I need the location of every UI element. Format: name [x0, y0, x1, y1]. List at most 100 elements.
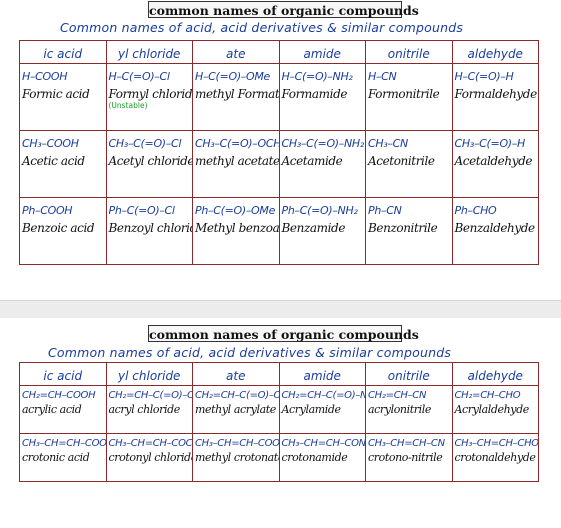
compound-formula: CH₃–CH=CH–COCl [108, 438, 193, 449]
compound-cell: CH₂=CH–C(=O)–NH₂ Acrylamide [278, 385, 366, 434]
compound-name: Formonitrile [368, 87, 440, 101]
compound-formula: H–C(=O)–NH₂ [281, 70, 353, 83]
compound-name: Formaldehyde [454, 87, 538, 101]
table-row: CH₃–COOH Acetic acid CH₃–C(=O)–Cl Acetyl ch… [19, 130, 539, 198]
compound-name: Acetaldehyde [454, 154, 533, 168]
compound-cell: CH₃–C(=O)–H Acetaldehyde [451, 130, 539, 198]
compound-name: methyl crotonate [195, 451, 279, 464]
compound-cell: CH₃–C(=O)–NH₂ Acetamide [278, 130, 366, 198]
column-header: amide [278, 40, 366, 64]
compound-name: Benzaldehyde [454, 221, 536, 235]
column-header-label: ate [226, 46, 246, 61]
column-header: ate [192, 362, 280, 386]
compound-formula: CH₂=CH–C(=O)–Cl [108, 390, 193, 401]
compound-cell: CH₂=CH–COOH acrylic acid [19, 385, 107, 434]
compound-name: Acetic acid [22, 154, 85, 168]
compound-cell: CH₂=CH–CN acrylonitrile [365, 385, 453, 434]
compound-formula: CH₂=CH–CN [368, 390, 427, 401]
column-header-label: ic acid [43, 46, 83, 61]
compound-formula: Ph–C(=O)–OMe [195, 204, 276, 217]
compound-name: methyl Formate [195, 87, 279, 101]
compound-cell: Ph–C(=O)–OMe Methyl benzoate [192, 197, 280, 265]
panel-divider [0, 300, 561, 320]
compound-name: Formyl chloride [108, 87, 193, 101]
column-header: yl chloride [105, 362, 193, 386]
column-header: ic acid [19, 40, 107, 64]
column-header-label: amide [303, 46, 341, 61]
compound-name: Methyl benzoate [195, 221, 279, 235]
compound-cell: Ph–CHO Benzaldehyde [451, 197, 539, 265]
compound-formula: H–C(=O)–OMe [195, 70, 271, 83]
compound-cell: CH₃–CH=CH–CN crotono-nitrile [365, 433, 453, 482]
column-header-label: onitrile [387, 368, 430, 383]
compound-formula: Ph–COOH [22, 204, 73, 217]
column-header-label: ate [226, 368, 246, 383]
compound-formula: CH₃–CH=CH–COOH [22, 438, 106, 449]
table-row: Ph–COOH Benzoic acid Ph–C(=O)–Cl Benzoyl ch… [19, 197, 539, 265]
compound-name: Acrylamide [281, 403, 342, 416]
compound-name: crotonic acid [22, 451, 90, 464]
bottom-panel: common names of organic compounds Common… [0, 318, 561, 528]
compound-formula: H–C(=O)–Cl [108, 70, 170, 83]
compound-table: ic acid yl chloride ate amide onitrile aldehy… [19, 40, 539, 265]
column-header-label: aldehyde [467, 46, 523, 61]
compound-cell: CH₃–CH=CH–CONH₂ crotonamide [278, 433, 366, 482]
compound-name: Benzoyl chloride [108, 221, 192, 235]
compound-name: Acetonitrile [368, 154, 435, 168]
compound-name: Benzonitrile [368, 221, 438, 235]
compound-name: methyl acetate [195, 154, 279, 168]
compound-formula: CH₃–C(=O)–H [454, 137, 526, 150]
compound-name: acrylic acid [22, 403, 82, 416]
compound-formula: H–C(=O)–H [454, 70, 514, 83]
compound-name: Formic acid [22, 87, 90, 101]
page-subtitle: Common names of acid, acid derivatives &… [48, 345, 452, 360]
compound-formula: CH₃–CH=CH–CONH₂ [281, 438, 366, 449]
compound-cell: H–CN Formonitrile [365, 63, 453, 131]
compound-name: Acetyl chloride [108, 154, 193, 168]
compound-cell: H–C(=O)–OMe methyl Formate [192, 63, 280, 131]
column-header: ate [192, 40, 280, 64]
compound-formula: Ph–C(=O)–NH₂ [281, 204, 358, 217]
compound-cell: H–C(=O)–Cl Formyl chloride (Unstable) [105, 63, 193, 131]
compound-cell: Ph–COOH Benzoic acid [19, 197, 107, 265]
compound-cell: CH₃–COOH Acetic acid [19, 130, 107, 198]
table-row: CH₃–CH=CH–COOH crotonic acid CH₃–CH=CH–COC… [19, 433, 539, 482]
compound-formula: CH₂=CH–CHO [454, 390, 521, 401]
compound-formula: H–COOH [22, 70, 68, 83]
column-header: aldehyde [451, 362, 539, 386]
compound-formula: Ph–C(=O)–Cl [108, 204, 175, 217]
compound-formula: Ph–CHO [454, 204, 497, 217]
column-header: amide [278, 362, 366, 386]
compound-cell: CH₃–CH=CH–CHO crotonaldehyde [451, 433, 539, 482]
compound-cell: H–C(=O)–NH₂ Formamide [278, 63, 366, 131]
column-header: yl chloride [105, 40, 193, 64]
compound-name: crotonamide [281, 451, 348, 464]
compound-cell: CH₃–CH=CH–COOMe methyl crotonate [192, 433, 280, 482]
compound-cell: CH₃–CH=CH–COOH crotonic acid [19, 433, 107, 482]
compound-cell: CH₂=CH–C(=O)–OMe methyl acrylate [192, 385, 280, 434]
compound-formula: CH₂=CH–C(=O)–OMe [195, 390, 278, 401]
compound-name: Benzamide [281, 221, 346, 235]
compound-name: crotono-nitrile [368, 451, 443, 464]
compound-cell: Ph–C(=O)–NH₂ Benzamide [278, 197, 366, 265]
compound-note: (Unstable) [108, 101, 148, 110]
compound-cell: H–C(=O)–H Formaldehyde [451, 63, 539, 131]
column-header-label: amide [303, 368, 341, 383]
compound-cell: H–COOH Formic acid [19, 63, 107, 131]
compound-formula: CH₃–CN [368, 137, 408, 150]
compound-formula: CH₃–CH=CH–CHO [454, 438, 539, 449]
column-header: onitrile [365, 40, 453, 64]
column-header-label: yl chloride [118, 368, 181, 383]
page-subtitle: Common names of acid, acid derivatives &… [60, 20, 464, 35]
compound-name: crotonaldehyde [454, 451, 536, 464]
compound-formula: CH₃–COOH [22, 137, 79, 150]
compound-name: methyl acrylate [195, 403, 276, 416]
compound-cell: Ph–CN Benzonitrile [365, 197, 453, 265]
table-row: H–COOH Formic acid H–C(=O)–Cl Formyl chlori… [19, 63, 539, 131]
compound-formula: CH₃–C(=O)–NH₂ [281, 137, 365, 150]
compound-table: ic acid yl chloride ate amide onitrile aldehy… [19, 362, 539, 482]
column-header-label: yl chloride [118, 46, 181, 61]
compound-name: Benzoic acid [22, 221, 95, 235]
compound-cell: CH₃–CN Acetonitrile [365, 130, 453, 198]
compound-name: Acrylaldehyde [454, 403, 530, 416]
